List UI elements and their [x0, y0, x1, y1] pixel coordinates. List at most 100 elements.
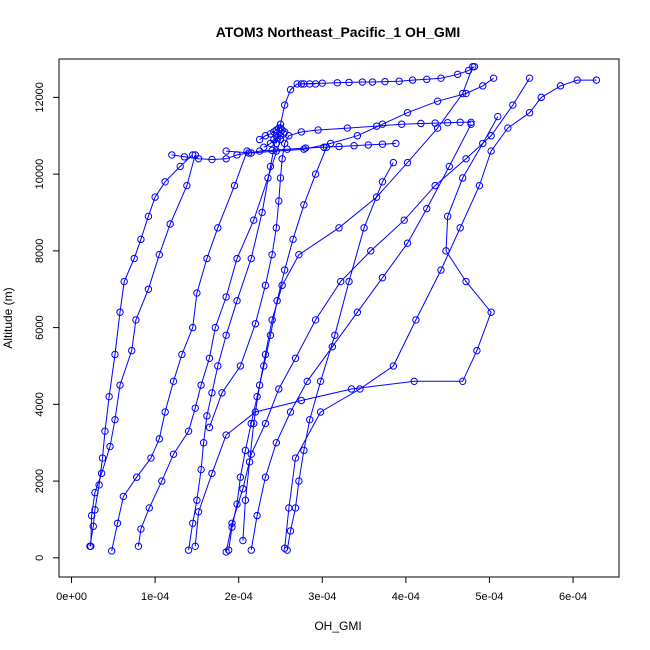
data-point — [459, 377, 467, 386]
data-point — [504, 124, 512, 132]
y-tick-label: 12000 — [34, 82, 46, 113]
data-point — [228, 519, 236, 527]
data-point — [261, 281, 270, 290]
data-point — [311, 170, 320, 178]
data-point — [261, 132, 270, 140]
series-line — [225, 77, 531, 553]
data-point — [116, 381, 124, 389]
data-point — [199, 439, 208, 447]
data-point — [191, 542, 199, 551]
series-line — [208, 121, 472, 428]
data-point — [208, 155, 216, 164]
data-point — [144, 285, 153, 293]
y-tick-label: 0 — [34, 555, 46, 561]
data-point — [239, 536, 247, 545]
data-point — [193, 496, 201, 504]
series-15 — [260, 130, 288, 151]
data-point — [473, 346, 481, 355]
data-point — [91, 488, 99, 497]
data-point — [236, 473, 245, 481]
data-point — [487, 132, 495, 140]
y-axis-label: Altitude (m) — [1, 287, 15, 348]
data-point — [222, 155, 230, 163]
data-point — [345, 277, 353, 286]
series-line — [286, 162, 394, 551]
data-point — [137, 525, 145, 533]
data-point — [214, 224, 222, 232]
data-point — [280, 130, 288, 138]
data-point — [333, 79, 342, 87]
series-line — [188, 135, 277, 551]
data-point — [487, 147, 495, 155]
series-13 — [205, 118, 475, 432]
data-point — [261, 419, 270, 428]
data-point — [300, 201, 308, 209]
data-point — [116, 308, 124, 316]
data-point — [168, 151, 176, 159]
data-point — [433, 97, 442, 105]
data-point — [347, 385, 356, 393]
data-point — [280, 544, 289, 552]
data-point — [128, 346, 136, 355]
data-point — [253, 511, 261, 520]
data-point — [222, 147, 230, 155]
y-axis: 0 2000 4000 6000 8000 10000 12000 — [34, 82, 60, 561]
data-point — [208, 469, 216, 478]
data-point — [318, 79, 326, 87]
data-point — [111, 415, 119, 424]
series-layer — [86, 62, 601, 556]
data-point — [145, 504, 153, 512]
x-tick-label: 5e-04 — [475, 591, 503, 603]
data-point — [479, 139, 487, 148]
data-point — [320, 143, 328, 151]
data-point — [205, 354, 214, 362]
data-point — [147, 454, 155, 462]
data-point — [169, 377, 178, 386]
data-point — [230, 181, 239, 190]
series-line — [226, 77, 494, 154]
data-point — [360, 224, 368, 232]
series-line — [250, 123, 472, 551]
data-point — [311, 316, 320, 324]
series-line — [89, 154, 194, 547]
data-point — [297, 396, 306, 405]
data-point — [236, 362, 245, 370]
data-point — [291, 354, 300, 362]
data-point — [509, 101, 517, 109]
data-point — [303, 377, 311, 386]
data-point — [266, 162, 275, 171]
data-point — [268, 250, 276, 259]
data-point — [272, 139, 281, 148]
data-point — [289, 235, 297, 244]
data-point — [456, 224, 464, 232]
data-point — [155, 250, 163, 259]
data-point — [189, 519, 197, 527]
data-point — [222, 331, 230, 339]
data-point — [537, 93, 545, 102]
data-point — [222, 431, 230, 439]
data-point — [251, 320, 260, 328]
data-point — [285, 132, 293, 140]
data-point — [353, 308, 362, 316]
data-point — [222, 548, 230, 556]
series-5 — [184, 132, 281, 554]
data-point — [133, 473, 141, 481]
data-point — [161, 178, 169, 186]
data-point — [494, 112, 502, 121]
data-point — [301, 144, 310, 152]
data-point — [169, 450, 178, 458]
data-point — [101, 427, 109, 435]
data-point — [178, 350, 186, 359]
data-point — [442, 247, 450, 255]
data-point — [417, 119, 425, 128]
chart-title: ATOM3 Northeast_Pacific_1 OH_GMI — [216, 24, 461, 40]
data-point — [368, 78, 377, 86]
series-18 — [222, 74, 498, 157]
data-point — [272, 224, 281, 232]
series-line — [228, 147, 327, 551]
data-point — [445, 162, 454, 171]
data-point — [378, 140, 387, 148]
series-1 — [86, 151, 197, 551]
